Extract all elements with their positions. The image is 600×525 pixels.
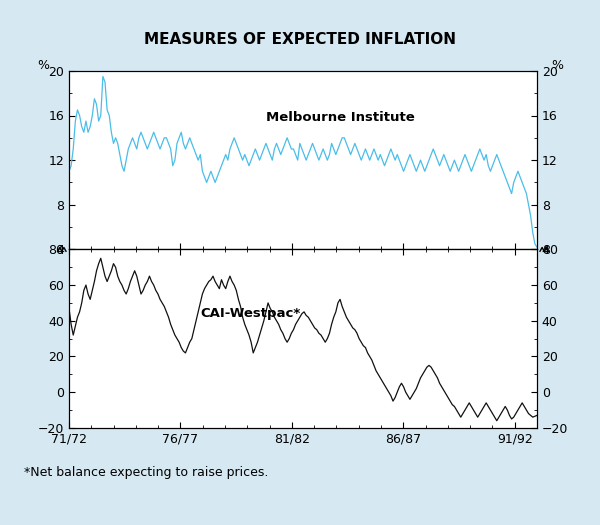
Text: CAI-Westpac*: CAI-Westpac*: [200, 307, 300, 320]
Text: MEASURES OF EXPECTED INFLATION: MEASURES OF EXPECTED INFLATION: [144, 32, 456, 47]
Text: %: %: [551, 59, 563, 72]
Text: Melbourne Institute: Melbourne Institute: [266, 111, 415, 124]
Text: %: %: [37, 59, 49, 72]
Text: *Net balance expecting to raise prices.: *Net balance expecting to raise prices.: [24, 466, 268, 479]
